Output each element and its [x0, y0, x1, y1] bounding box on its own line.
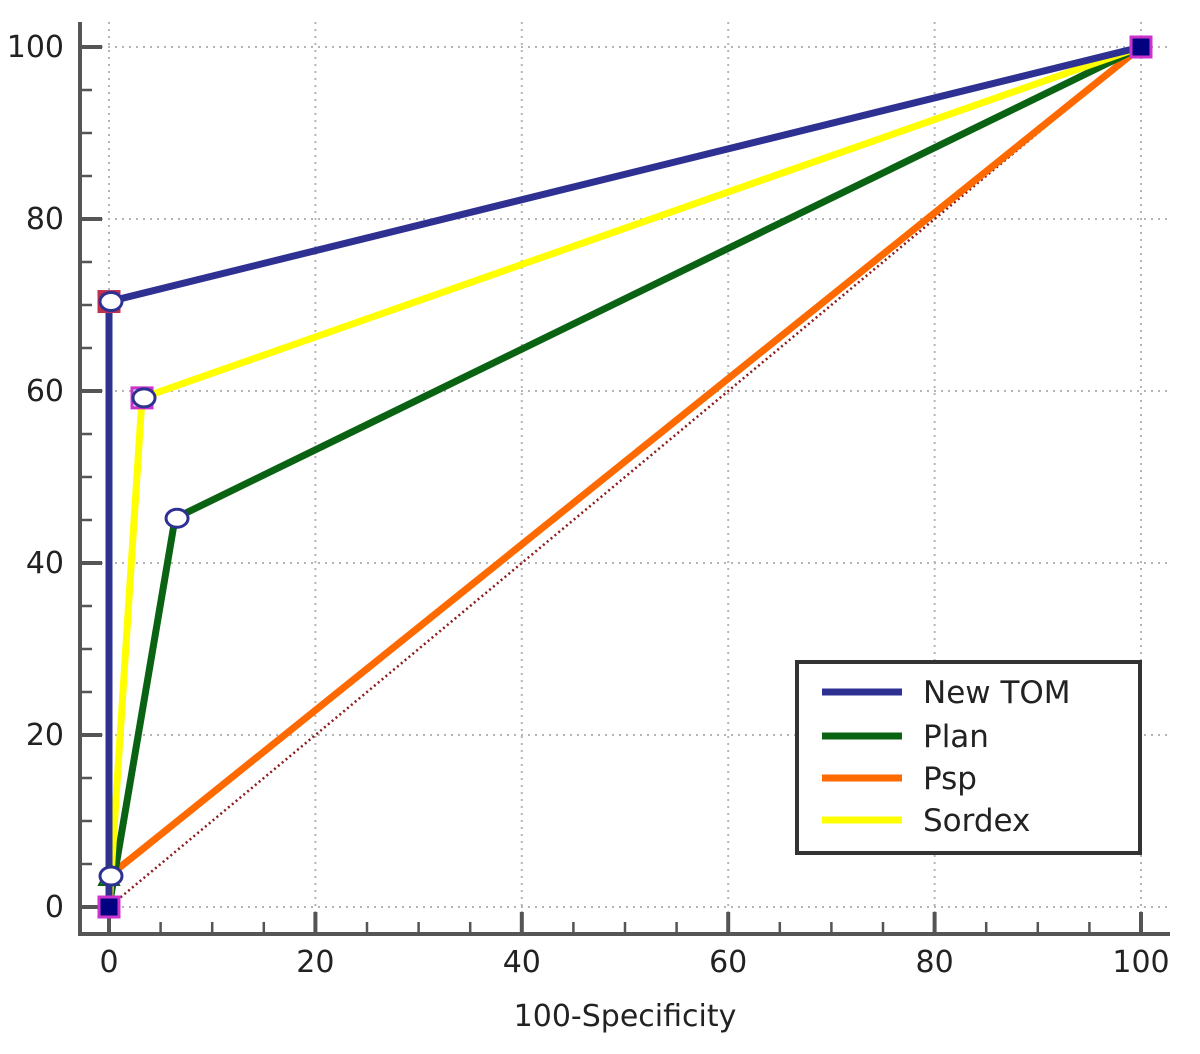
y-tick-label: 0 [45, 890, 64, 925]
marker-circle [98, 865, 124, 887]
x-tick-label: 20 [296, 945, 334, 980]
legend-label: New TOM [923, 675, 1071, 711]
legend: New TOM Plan Psp Sordex [795, 660, 1142, 855]
reference-diagonal-line [108, 46, 1142, 908]
legend-label: Sordex [923, 803, 1030, 839]
marker-circle [164, 507, 190, 529]
legend-label: Psp [923, 761, 977, 797]
y-tick-label: 40 [26, 546, 64, 581]
x-tick-label: 60 [709, 945, 747, 980]
reference-diagonal [108, 46, 1142, 908]
y-tick-label: 100 [7, 30, 64, 65]
marker-circle [131, 387, 157, 409]
marker-square [97, 895, 121, 919]
x-tick-label: 0 [99, 945, 118, 980]
y-tick-label: 80 [26, 202, 64, 237]
marker-circle [98, 291, 124, 313]
x-tick-label: 40 [503, 945, 541, 980]
data-markers [97, 34, 1153, 919]
legend-label: Plan [923, 719, 989, 755]
x-tick-label: 100 [1112, 945, 1169, 980]
x-tick-label: 80 [916, 945, 954, 980]
y-tick-label: 20 [26, 718, 64, 753]
y-tick-label: 60 [26, 374, 64, 409]
axis-ticks: 0 20 40 60 80 100 0 20 40 60 80 100 [7, 30, 1170, 980]
marker-square [1129, 35, 1153, 59]
x-axis-title: 100-Specificity [514, 999, 737, 1034]
